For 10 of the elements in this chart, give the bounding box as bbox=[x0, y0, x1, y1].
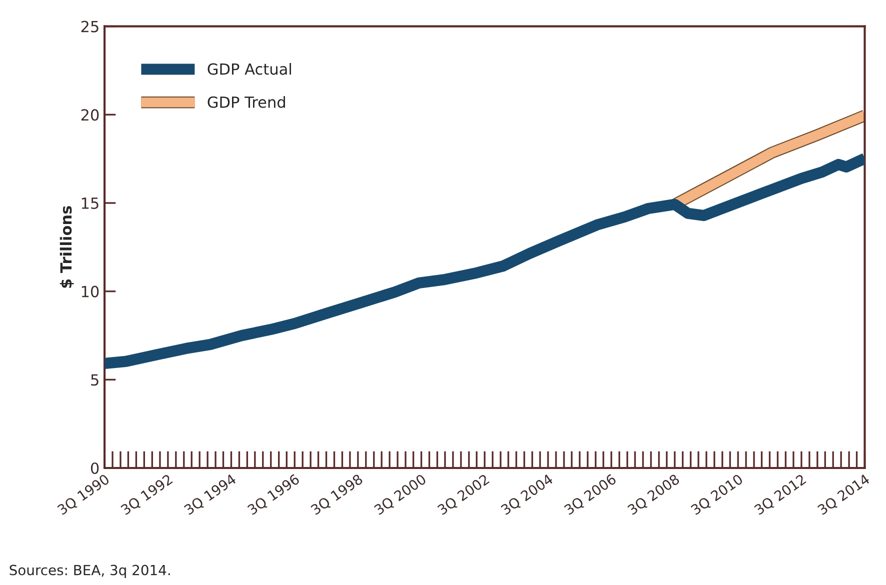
y-tick-label: 15 bbox=[82, 198, 98, 210]
y-tick-label: 20 bbox=[81, 109, 99, 121]
y-axis-title: $ Trillions bbox=[60, 206, 74, 288]
y-tick-label: 25 bbox=[81, 20, 98, 32]
legend-label: GDP Actual bbox=[208, 62, 292, 75]
legend-label: GDP Trend bbox=[208, 96, 285, 108]
y-tick-label: 0 bbox=[90, 462, 99, 474]
source-note: Sources: BEA, 3q 2014. bbox=[10, 564, 170, 578]
y-tick-label: 5 bbox=[91, 374, 98, 386]
y-tick-label: 10 bbox=[82, 286, 99, 298]
